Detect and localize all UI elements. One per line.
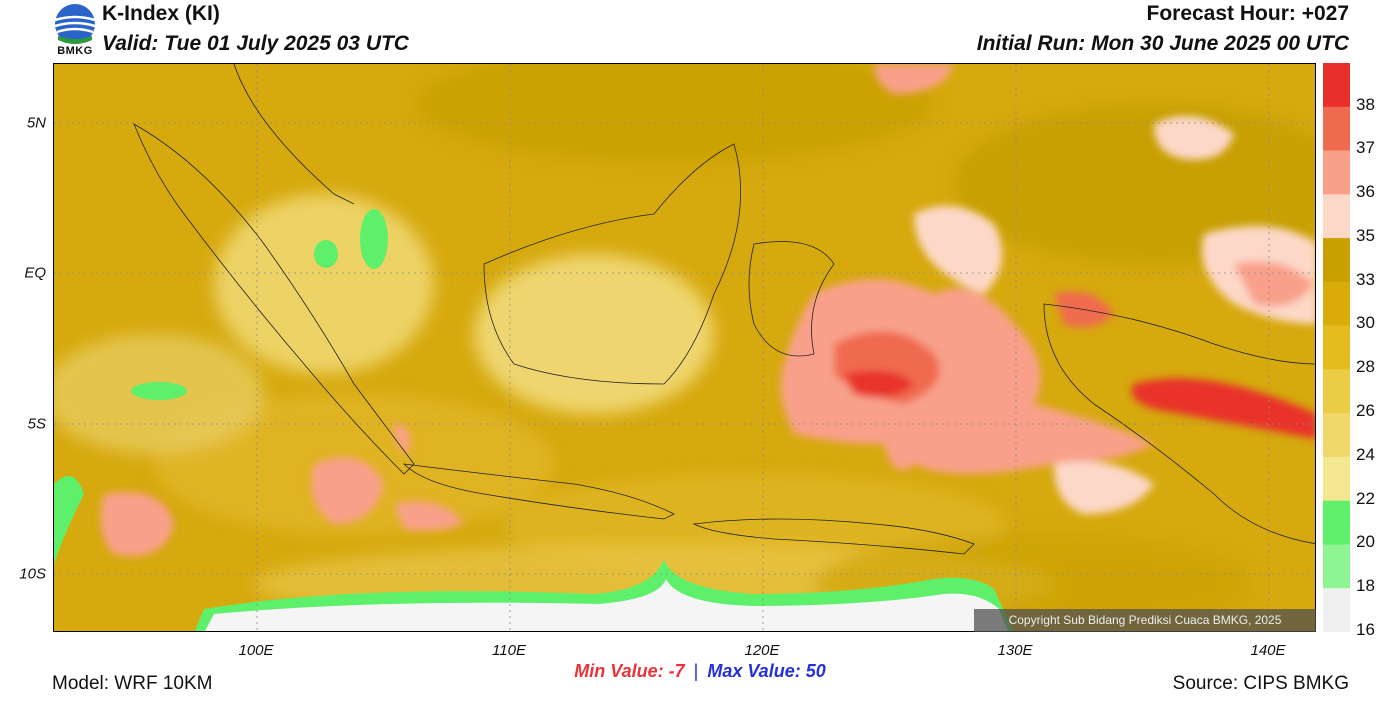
colorbar-swatch bbox=[1323, 588, 1350, 633]
coastlines bbox=[133, 64, 1315, 555]
value-stats: Min Value: -7 | Max Value: 50 bbox=[0, 661, 1400, 682]
colorbar-swatch bbox=[1323, 106, 1350, 152]
sumatra-outline bbox=[133, 123, 415, 475]
lon-label-140e: 140E bbox=[1250, 642, 1286, 659]
colorbar-label: 38 bbox=[1356, 94, 1375, 114]
colorbar-label: 18 bbox=[1356, 576, 1375, 595]
colorbar-swatch bbox=[1323, 194, 1350, 239]
nusa-tenggara-outline bbox=[692, 518, 975, 555]
colorbar-label: 37 bbox=[1356, 138, 1375, 158]
min-label: Min Value: bbox=[574, 661, 664, 681]
sulawesi-outline bbox=[748, 241, 835, 357]
colorbar-swatch bbox=[1323, 281, 1350, 327]
colorbar-label: 22 bbox=[1356, 488, 1375, 508]
colorbar-label: 36 bbox=[1356, 182, 1375, 202]
stats-separator: | bbox=[693, 661, 699, 681]
lon-label-120e: 120E bbox=[744, 642, 780, 659]
colorbar-label: 33 bbox=[1356, 269, 1375, 289]
copyright-notice: Copyright Sub Bidang Prediksi Cuaca BMKG… bbox=[974, 609, 1316, 632]
lat-label-eq: EQ bbox=[24, 264, 46, 282]
model-label: Model: WRF 10KM bbox=[52, 673, 213, 694]
low-index-west bbox=[54, 476, 84, 564]
lat-label-10s: 10S bbox=[19, 565, 46, 583]
map-canvas bbox=[54, 64, 1315, 631]
colorbar-label: 35 bbox=[1356, 225, 1375, 245]
colorbar-swatch bbox=[1323, 500, 1350, 545]
valid-time: Valid: Tue 01 July 2025 03 UTC bbox=[102, 32, 409, 55]
colorbar-swatch bbox=[1323, 63, 1350, 108]
logo-text: BMKG bbox=[57, 45, 93, 57]
borneo-outline bbox=[483, 143, 742, 385]
colorbar-swatch bbox=[1323, 544, 1350, 589]
lon-label-130e: 130E bbox=[997, 642, 1033, 659]
max-value: 50 bbox=[805, 661, 826, 681]
initial-run: Initial Run: Mon 30 June 2025 00 UTC bbox=[976, 32, 1349, 55]
malay-peninsula-outline bbox=[233, 64, 355, 205]
low-index-core bbox=[205, 579, 1009, 631]
bmkg-logo bbox=[52, 2, 98, 58]
lon-label-110e: 110E bbox=[492, 642, 526, 659]
colorbar-label: 16 bbox=[1356, 619, 1375, 639]
max-label: Max Value: bbox=[707, 661, 801, 681]
colorbar-swatch bbox=[1323, 369, 1350, 414]
colorbar-label: 30 bbox=[1356, 313, 1375, 333]
colorbar-swatch bbox=[1323, 150, 1350, 195]
source-label: Source: CIPS BMKG bbox=[1172, 673, 1349, 694]
graticule bbox=[54, 64, 1315, 631]
low-index-spot-3 bbox=[131, 382, 187, 400]
forecast-hour: Forecast Hour: +027 bbox=[1146, 2, 1350, 25]
colorbar-swatch bbox=[1323, 238, 1350, 283]
min-value: -7 bbox=[668, 661, 685, 681]
lat-label-5n: 5N bbox=[26, 114, 46, 132]
colorbar-label: 28 bbox=[1356, 357, 1375, 377]
colorbar-swatch bbox=[1323, 325, 1350, 370]
colorbar-label: 24 bbox=[1356, 444, 1375, 464]
colorbar-label: 20 bbox=[1356, 532, 1375, 552]
colorbar-label: 26 bbox=[1356, 401, 1375, 420]
papua-outline bbox=[1043, 303, 1315, 545]
low-index-spot-2 bbox=[314, 240, 338, 268]
colorbar-swatch bbox=[1323, 413, 1350, 458]
low-index-spot-1 bbox=[360, 209, 388, 269]
colorbar bbox=[1323, 63, 1350, 633]
lon-label-100e: 100E bbox=[238, 642, 274, 659]
colorbar-swatch bbox=[1323, 456, 1350, 502]
map-title: K-Index (KI) bbox=[102, 2, 220, 25]
java-outline bbox=[402, 463, 675, 520]
k-index-map bbox=[53, 63, 1316, 632]
lat-label-5s: 5S bbox=[27, 415, 46, 433]
